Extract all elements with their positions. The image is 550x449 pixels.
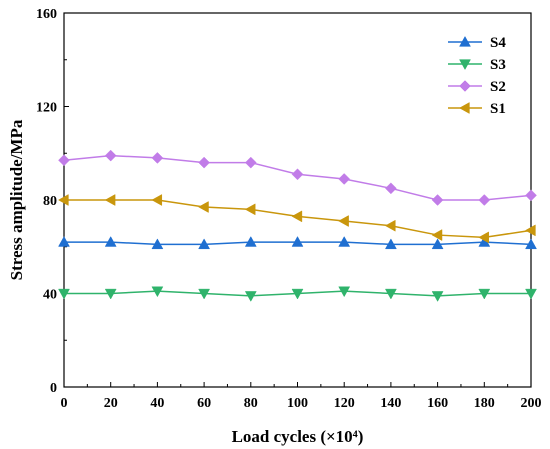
data-point-s3: [104, 288, 117, 300]
data-point-s4: [58, 236, 70, 247]
data-point-s2: [244, 156, 257, 169]
legend-marker: [458, 102, 470, 114]
data-point-s4: [291, 236, 304, 247]
data-point-s1: [244, 203, 256, 216]
data-point-s3: [58, 288, 70, 300]
data-point-s1: [151, 194, 163, 206]
data-point-s3: [244, 291, 257, 302]
data-point-s1: [104, 194, 116, 206]
legend-entry-s3: S3: [448, 57, 506, 73]
data-point-s1: [524, 224, 536, 237]
data-point-s2: [151, 152, 164, 164]
x-tick-label: 20: [104, 396, 118, 411]
data-point-s4: [151, 238, 164, 250]
x-axis-title: Load cycles (×10⁴): [232, 427, 364, 446]
y-tick-label: 0: [50, 381, 57, 396]
legend-entry-s1: S1: [448, 101, 506, 117]
y-tick-label: 80: [43, 194, 57, 209]
legend-marker: [459, 80, 471, 92]
x-tick-label: 40: [150, 396, 164, 411]
data-point-s2: [385, 182, 397, 195]
y-tick-label: 120: [36, 101, 57, 116]
data-point-s3: [338, 286, 351, 298]
data-point-s4: [525, 238, 537, 250]
y-tick-label: 160: [36, 7, 57, 22]
data-point-s2: [525, 189, 537, 202]
x-tick-label: 80: [244, 396, 258, 411]
x-tick-label: 0: [61, 396, 68, 411]
legend-label: S4: [490, 35, 506, 51]
data-point-s3: [384, 288, 397, 300]
data-point-s2: [58, 154, 70, 167]
data-point-s2: [198, 156, 210, 169]
legend-entry-s2: S2: [448, 79, 506, 95]
series-s4: [58, 236, 537, 250]
data-point-s2: [431, 194, 444, 206]
x-tick-label: 100: [287, 396, 308, 411]
y-tick-label: 40: [43, 288, 57, 303]
data-point-s3: [478, 288, 491, 300]
data-point-s3: [431, 291, 444, 302]
data-point-s4: [104, 236, 117, 247]
x-tick-label: 60: [197, 396, 211, 411]
data-point-s3: [151, 286, 164, 298]
data-point-s1: [57, 194, 69, 206]
data-point-s2: [291, 168, 304, 181]
x-axis-ticks: 0 20 40 60 80 100 120 140 160 180 200: [61, 382, 542, 411]
data-point-s3: [525, 288, 537, 300]
legend-label: S1: [490, 101, 506, 117]
y-axis-ticks: 0 40 80 120 160: [36, 7, 69, 396]
legend-label: S3: [490, 57, 506, 73]
x-tick-label: 140: [380, 396, 401, 411]
data-point-s2: [478, 194, 491, 206]
series-s3: [58, 286, 537, 302]
x-tick-label: 160: [427, 396, 448, 411]
legend-marker: [459, 35, 471, 47]
data-point-s1: [338, 215, 349, 227]
data-point-s1: [384, 219, 396, 232]
legend-marker: [459, 59, 471, 71]
x-tick-label: 200: [521, 396, 542, 411]
data-point-s4: [338, 236, 351, 247]
series-layer: [57, 149, 537, 302]
x-tick-label: 180: [474, 396, 495, 411]
legend-label: S2: [490, 79, 506, 95]
data-point-s3: [198, 288, 211, 300]
data-point-s2: [338, 173, 351, 185]
data-point-s3: [291, 288, 304, 300]
x-tick-label: 120: [334, 396, 355, 411]
data-point-s1: [291, 210, 303, 223]
legend: S4 S3 S2 S1: [448, 35, 506, 117]
y-axis-title: Stress amplitude/MPa: [7, 119, 26, 280]
data-point-s1: [198, 201, 209, 213]
series-s2: [58, 149, 537, 206]
data-point-s1: [431, 229, 443, 241]
data-point-s4: [384, 238, 397, 250]
data-point-s1: [478, 231, 489, 244]
data-point-s4: [431, 238, 444, 250]
data-point-s4: [198, 238, 211, 250]
data-point-s4: [244, 236, 257, 247]
data-point-s2: [104, 149, 117, 162]
legend-entry-s4: S4: [448, 35, 506, 51]
series-s1: [57, 194, 536, 244]
